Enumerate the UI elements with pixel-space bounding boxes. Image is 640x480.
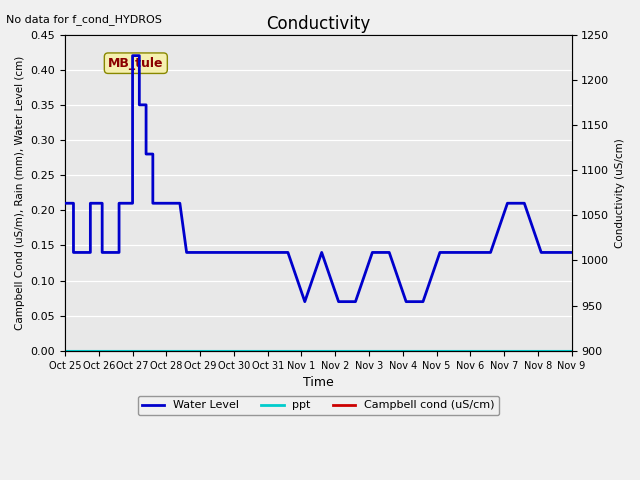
Text: No data for f_cond_HYDROS: No data for f_cond_HYDROS xyxy=(6,14,163,25)
Y-axis label: Campbell Cond (uS/m), Rain (mm), Water Level (cm): Campbell Cond (uS/m), Rain (mm), Water L… xyxy=(15,56,25,330)
Title: Conductivity: Conductivity xyxy=(266,15,371,33)
Text: MB_tule: MB_tule xyxy=(108,57,164,70)
Y-axis label: Conductivity (uS/cm): Conductivity (uS/cm) xyxy=(615,138,625,248)
X-axis label: Time: Time xyxy=(303,376,333,389)
Legend: Water Level, ppt, Campbell cond (uS/cm): Water Level, ppt, Campbell cond (uS/cm) xyxy=(138,396,499,415)
